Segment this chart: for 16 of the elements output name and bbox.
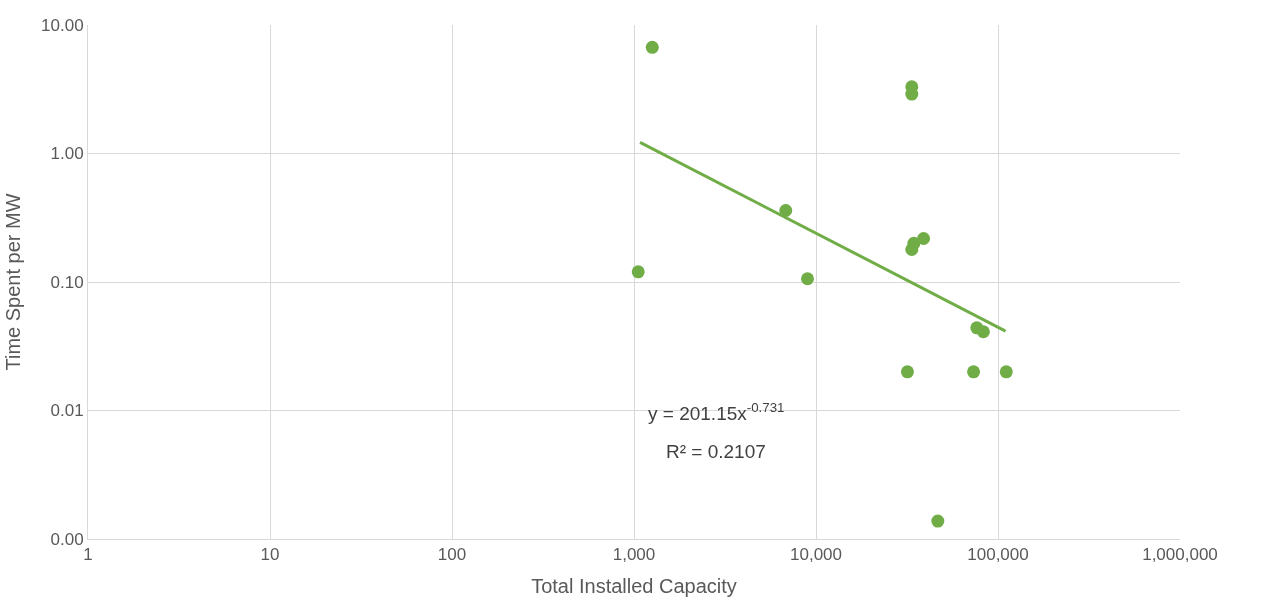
x-axis-title: Total Installed Capacity [531,574,737,597]
y-axis-title: Time Spent per MW [1,193,24,371]
x-tick-label: 1,000 [612,545,656,565]
x-tick-label: 1,000,000 [1142,545,1218,565]
x-tick-label: 10 [260,545,280,565]
y-tick-label: 0.00 [50,529,84,549]
y-tick-label: 10.00 [41,15,84,35]
x-tick-label: 100 [437,545,467,565]
y-tick-label: 1.00 [50,144,84,164]
y-tick-label: 0.10 [50,272,84,292]
y-tick-label: 0.01 [50,401,84,421]
x-tick-label: 10,000 [790,545,842,565]
annotation: y = 201.15x$^{-0.731}$ [648,400,785,424]
annotation: R² = 0.2107 [666,441,766,462]
x-tick-label: 100,000 [967,545,1029,565]
x-tick-label: 1 [83,545,93,565]
